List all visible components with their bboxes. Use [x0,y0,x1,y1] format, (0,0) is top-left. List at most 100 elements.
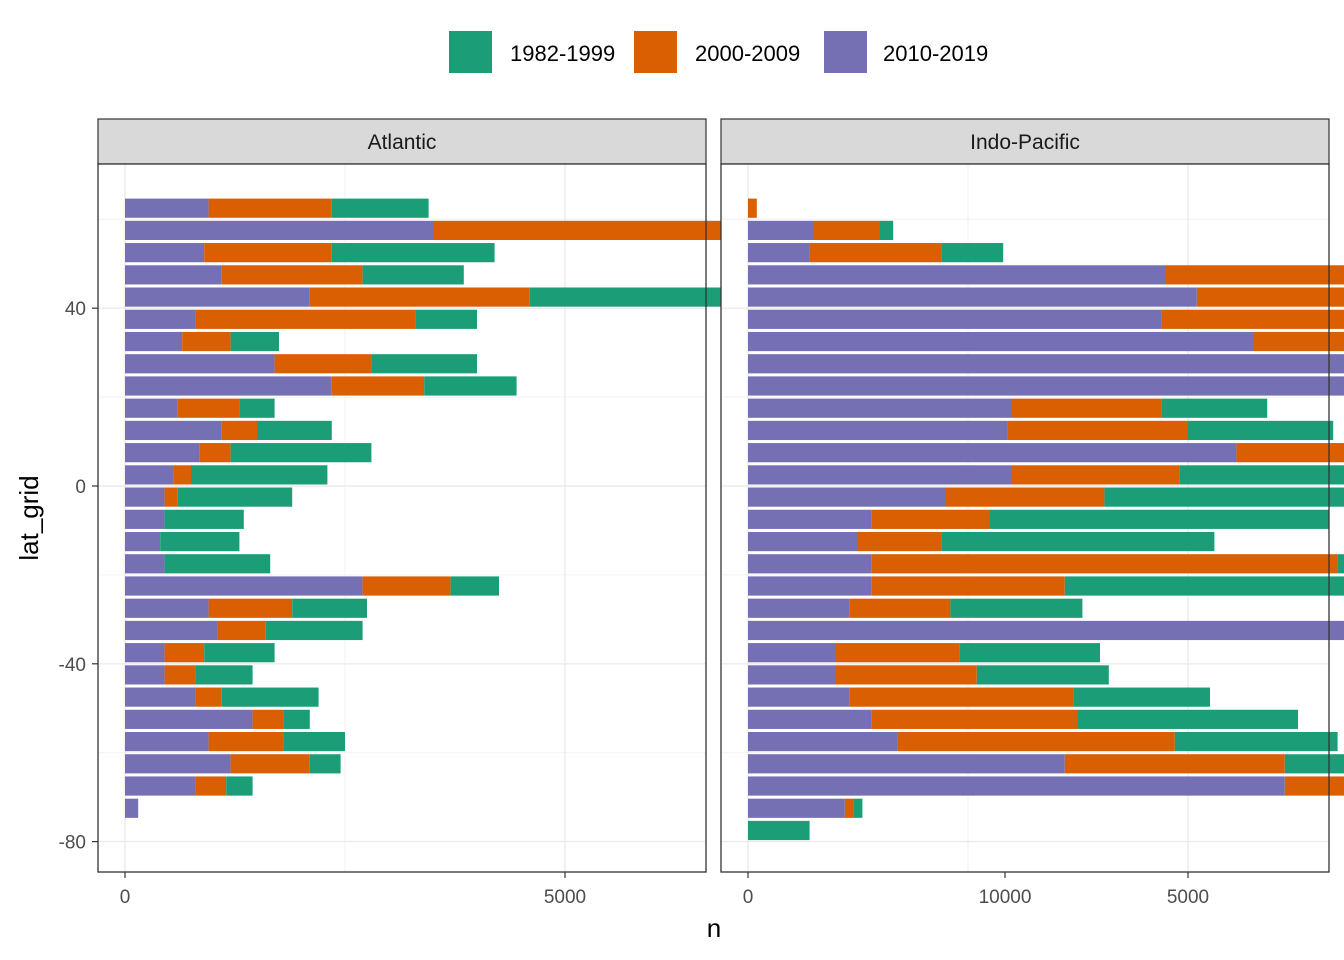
bar-2000-2009-lat--32.5 [217,620,266,641]
bar-2010-2019-lat-32.5 [748,331,1254,352]
bar-2000-2009-lat--17.5 [871,554,1338,574]
bar-1982-1999-lat-2.5 [191,465,328,485]
bar-2010-2019-lat--47.5 [125,687,196,707]
bar-2000-2009-lat-17.5 [1012,398,1162,418]
y-tick-label: 40 [65,299,86,320]
bar-2000-2009-lat--37.5 [164,643,205,663]
bar-2010-2019-lat--57.5 [125,731,209,752]
bar-1982-1999-lat--2.5 [177,487,293,507]
bar-2010-2019-lat--12.5 [748,531,858,552]
bar-2000-2009-lat-47.5 [221,265,363,285]
bar-2010-2019-lat--12.5 [125,531,161,552]
legend-label-2010-2019: 2010-2019 [883,41,988,66]
bar-2000-2009-lat-7.5 [199,443,231,463]
legend: 1982-1999 2000-2009 2010-2019 [449,31,988,73]
bar-2010-2019-lat--37.5 [125,643,165,663]
bar-2010-2019-lat-37.5 [125,309,196,329]
legend-key-2010-2019 [824,31,867,73]
x-tick-label: 5000 [544,887,586,908]
bar-1982-1999-lat-52.5 [331,243,495,263]
bar-1982-1999-lat-47.5 [362,265,464,285]
bar-2010-2019-lat--37.5 [748,643,836,663]
bar-2000-2009-lat--37.5 [836,643,960,663]
bar-1982-1999-lat-12.5 [1188,420,1334,441]
bar-1982-1999-lat--52.5 [283,709,310,729]
bar-2000-2009-lat-22.5 [331,376,425,396]
bar-2010-2019-lat--32.5 [125,620,218,641]
bar-2010-2019-lat-27.5 [748,354,1344,374]
bar-1982-1999-lat--57.5 [1174,731,1338,752]
legend-label-2000-2009: 2000-2009 [695,41,800,66]
bar-2010-2019-lat--62.5 [748,754,1065,774]
bar-2010-2019-lat--17.5 [748,554,872,574]
bar-1982-1999-lat-2.5 [1179,465,1344,485]
bar-2010-2019-lat-27.5 [125,354,275,374]
bar-1982-1999-lat--27.5 [950,598,1083,618]
bar-1982-1999-lat--7.5 [164,509,244,529]
bar-2000-2009-lat-37.5 [195,309,416,329]
bar-2000-2009-lat-62.5 [208,198,332,218]
bar-1982-1999-lat-37.5 [415,309,477,329]
bar-2000-2009-lat--52.5 [871,709,1078,729]
bar-1982-1999-lat-27.5 [371,354,477,374]
y-tick-label: 0 [75,477,86,498]
bar-2010-2019-lat-2.5 [748,465,1012,485]
bar-1982-1999-lat-17.5 [1161,398,1268,418]
bar-1982-1999-lat--17.5 [1337,554,1344,574]
bar-2010-2019-lat-47.5 [748,265,1166,285]
bar-1982-1999-lat-17.5 [239,398,275,418]
bar-1982-1999-lat--62.5 [309,754,341,774]
y-tick-label: -40 [59,655,86,676]
bar-1982-1999-lat--17.5 [164,554,271,574]
bar-2000-2009-lat--22.5 [871,576,1065,596]
bar-2010-2019-lat--52.5 [125,709,253,729]
bar-2010-2019-lat--72.5 [125,798,139,818]
bar-2000-2009-lat-42.5 [1196,287,1344,307]
bar-2010-2019-lat-7.5 [748,443,1237,463]
facet-label: Atlantic [368,131,437,154]
bar-2010-2019-lat--2.5 [125,487,165,507]
bar-2000-2009-lat-32.5 [1254,331,1344,352]
panel-indo-pacific: Indo-Pacific0500010000150002000025000 [720,118,1344,908]
x-axis-title: n [707,913,721,943]
bar-2000-2009-lat-47.5 [1166,265,1344,285]
bar-2010-2019-lat--67.5 [125,776,196,796]
bar-2000-2009-lat--12.5 [858,531,942,552]
bar-2000-2009-lat-27.5 [274,354,372,374]
bar-2010-2019-lat--27.5 [125,598,209,618]
bar-1982-1999-lat--37.5 [204,643,275,663]
bar-2000-2009-lat-52.5 [809,243,942,263]
facet-label: Indo-Pacific [970,131,1080,154]
bar-1982-1999-lat--62.5 [1284,754,1344,774]
bar-1982-1999-lat--32.5 [265,620,363,641]
bar-2010-2019-lat-37.5 [748,309,1162,329]
bar-1982-1999-lat--12.5 [160,531,240,552]
bar-2000-2009-lat-12.5 [221,420,257,441]
bar-1982-1999-lat-57.5 [880,220,894,241]
bar-2010-2019-lat--22.5 [125,576,363,596]
bar-2010-2019-lat-52.5 [748,243,810,263]
bar-2000-2009-lat-52.5 [204,243,332,263]
bar-2000-2009-lat--22.5 [362,576,451,596]
bar-1982-1999-lat--77.5 [748,820,810,841]
bar-2000-2009-lat--62.5 [230,754,310,774]
bar-1982-1999-lat--47.5 [221,687,319,707]
bar-2010-2019-lat--52.5 [748,709,872,729]
bar-2010-2019-lat--42.5 [125,665,165,685]
bar-1982-1999-lat--2.5 [1104,487,1344,507]
bar-2000-2009-lat--52.5 [252,709,284,729]
bar-2010-2019-lat-12.5 [748,420,1008,441]
bar-2010-2019-lat-57.5 [125,220,433,241]
bar-2010-2019-lat--17.5 [125,554,165,574]
bar-2000-2009-lat--62.5 [1064,754,1285,774]
bar-2000-2009-lat--47.5 [195,687,222,707]
y-tick-label: -80 [59,833,86,854]
bar-2000-2009-lat--27.5 [208,598,293,618]
bar-2010-2019-lat-17.5 [748,398,1012,418]
bar-2010-2019-lat--7.5 [748,509,872,529]
y-axis-title: lat_grid [14,475,44,560]
bar-2000-2009-lat--57.5 [897,731,1175,752]
bar-1982-1999-lat--22.5 [1064,576,1344,596]
chart-panels: Atlantic0500010000150002000025000400-40-… [59,118,1344,908]
